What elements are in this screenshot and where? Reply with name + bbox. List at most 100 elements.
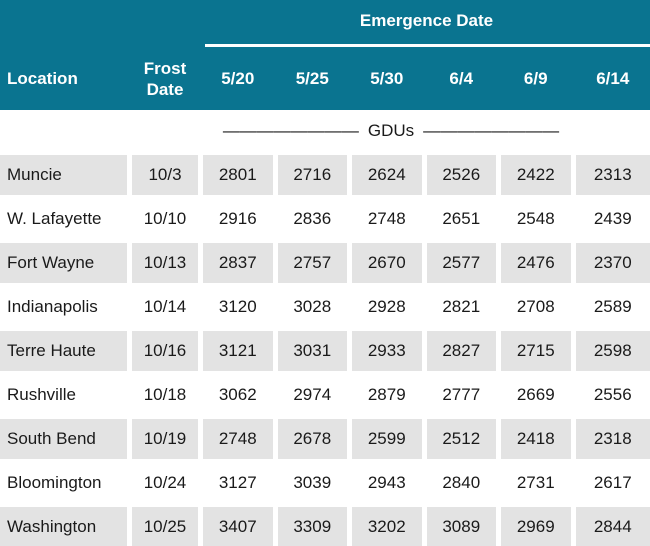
gdu-cell: 2916	[203, 199, 273, 239]
gdu-cell: 3039	[277, 463, 347, 503]
gdu-cell: 2598	[575, 331, 650, 371]
frost-date-cell: 10/14	[132, 287, 198, 327]
gdu-cell: 2844	[575, 507, 650, 546]
gdu-cell: 3062	[203, 375, 273, 415]
gdu-cell: 2313	[575, 155, 650, 195]
gdu-cell: 2556	[575, 375, 650, 415]
frost-date-cell: 10/3	[132, 155, 198, 195]
frost-date-cell: 10/13	[132, 243, 198, 283]
units-dash-left: ————————	[222, 121, 359, 140]
gdu-cell: 3028	[277, 287, 347, 327]
gdu-cell: 2422	[501, 155, 571, 195]
gdu-cell: 2418	[501, 419, 571, 459]
gdu-cell: 2526	[426, 155, 496, 195]
column-header-date-530: 5/30	[370, 69, 404, 88]
location-cell: Rushville	[0, 375, 127, 415]
gdu-cell: 2670	[352, 243, 422, 283]
location-cell: W. Lafayette	[0, 199, 127, 239]
units-label: GDUs	[367, 121, 415, 140]
gdu-cell: 2837	[203, 243, 273, 283]
gdu-cell: 2801	[203, 155, 273, 195]
location-cell: South Bend	[0, 419, 127, 459]
gdu-cell: 2512	[426, 419, 496, 459]
frost-date-cell: 10/18	[132, 375, 198, 415]
column-header-date-69: 6/9	[523, 69, 548, 88]
gdu-cell: 2318	[575, 419, 650, 459]
gdu-cell: 2777	[426, 375, 496, 415]
column-header-location: Location	[7, 69, 78, 88]
table-row: Terre Haute 10/16 3121 3031 2933 2827 27…	[0, 331, 650, 371]
gdu-cell: 2969	[501, 507, 571, 546]
gdu-cell: 2879	[352, 375, 422, 415]
gdu-cell: 2748	[352, 199, 422, 239]
location-cell: Indianapolis	[0, 287, 127, 327]
gdu-cell: 2439	[575, 199, 650, 239]
gdu-cell: 3202	[352, 507, 422, 546]
table-row: Indianapolis 10/14 3120 3028 2928 2821 2…	[0, 287, 650, 327]
gdu-cell: 2548	[501, 199, 571, 239]
gdu-cell: 2748	[203, 419, 273, 459]
frost-date-cell: 10/16	[132, 331, 198, 371]
location-cell: Terre Haute	[0, 331, 127, 371]
column-header-row: Location Frost Date 5/20 5/25 5/30 6/4 6…	[0, 48, 650, 110]
gdu-cell: 2836	[277, 199, 347, 239]
gdu-cell: 2757	[277, 243, 347, 283]
column-header-frost-date: Frost Date	[143, 59, 187, 99]
column-header-date-520: 5/20	[221, 69, 255, 88]
table-row: W. Lafayette 10/10 2916 2836 2748 2651 2…	[0, 199, 650, 239]
gdu-cell: 2708	[501, 287, 571, 327]
table-row: Rushville 10/18 3062 2974 2879 2777 2669…	[0, 375, 650, 415]
gdu-cell: 2577	[426, 243, 496, 283]
emergence-underline	[205, 44, 650, 47]
table-row: Fort Wayne 10/13 2837 2757 2670 2577 247…	[0, 243, 650, 283]
gdu-cell: 2928	[352, 287, 422, 327]
gdu-cell: 2715	[501, 331, 571, 371]
gdu-cell: 2617	[575, 463, 650, 503]
location-cell: Fort Wayne	[0, 243, 127, 283]
column-header-date-64: 6/4	[449, 69, 474, 88]
units-row-content: ———————— GDUs ————————	[132, 110, 650, 151]
gdu-cell: 2589	[575, 287, 650, 327]
location-cell: Muncie	[0, 155, 127, 195]
gdu-cell: 3121	[203, 331, 273, 371]
table-body: Muncie 10/3 2801 2716 2624 2526 2422 231…	[0, 155, 650, 546]
column-header-date-614: 6/14	[596, 69, 630, 88]
gdu-cell: 3127	[203, 463, 273, 503]
table-row: Washington 10/25 3407 3309 3202 3089 296…	[0, 507, 650, 546]
table-row: Bloomington 10/24 3127 3039 2943 2840 27…	[0, 463, 650, 503]
gdu-cell: 2599	[352, 419, 422, 459]
gdu-cell: 2669	[501, 375, 571, 415]
units-row: ———————— GDUs ————————	[0, 110, 650, 151]
frost-date-cell: 10/19	[132, 419, 198, 459]
gdu-cell: 2840	[426, 463, 496, 503]
gdu-cell: 3120	[203, 287, 273, 327]
gdu-cell: 3309	[277, 507, 347, 546]
frost-date-cell: 10/24	[132, 463, 198, 503]
table-row: Muncie 10/3 2801 2716 2624 2526 2422 231…	[0, 155, 650, 195]
gdu-cell: 3407	[203, 507, 273, 546]
frost-date-cell: 10/10	[132, 199, 198, 239]
units-dash-right: ————————	[423, 121, 560, 140]
gdu-cell: 2821	[426, 287, 496, 327]
gdu-cell: 2933	[352, 331, 422, 371]
gdu-cell: 2974	[277, 375, 347, 415]
table-header: Emergence Date Location Frost Date 5/20 …	[0, 0, 650, 110]
gdu-cell: 2651	[426, 199, 496, 239]
gdu-cell: 2370	[575, 243, 650, 283]
gdu-cell: 3031	[277, 331, 347, 371]
gdu-cell: 2943	[352, 463, 422, 503]
emergence-date-header: Emergence Date	[359, 11, 494, 30]
location-cell: Washington	[0, 507, 127, 546]
table-row: South Bend 10/19 2748 2678 2599 2512 241…	[0, 419, 650, 459]
frost-date-cell: 10/25	[132, 507, 198, 546]
gdu-cell: 2716	[277, 155, 347, 195]
gdu-cell: 2827	[426, 331, 496, 371]
gdu-cell: 2476	[501, 243, 571, 283]
gdu-cell: 3089	[426, 507, 496, 546]
column-header-date-525: 5/25	[295, 69, 329, 88]
gdu-cell: 2678	[277, 419, 347, 459]
location-cell: Bloomington	[0, 463, 127, 503]
gdu-cell: 2624	[352, 155, 422, 195]
gdu-cell: 2731	[501, 463, 571, 503]
